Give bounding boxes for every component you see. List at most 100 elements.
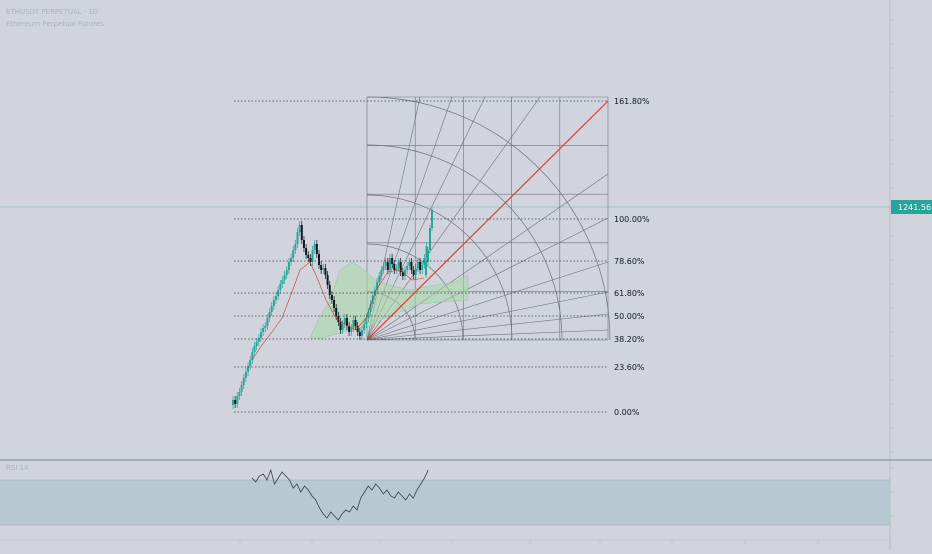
candle-body xyxy=(339,322,342,330)
candle-body xyxy=(380,270,383,276)
candle-body xyxy=(421,265,424,270)
candlestick-series[interactable] xyxy=(232,207,433,409)
fan-arc xyxy=(366,96,611,341)
candle-body xyxy=(313,244,316,250)
candle-body xyxy=(345,318,348,326)
candle-body xyxy=(266,318,269,326)
candle-body xyxy=(240,385,243,392)
last-price-label: 1241.56 xyxy=(898,203,931,212)
candle-body xyxy=(354,320,357,326)
fib-level-label: 0.00% xyxy=(614,408,640,417)
candle-body xyxy=(416,262,419,268)
candle-body xyxy=(249,360,252,366)
candle-body xyxy=(328,285,331,295)
candle-body xyxy=(429,228,431,250)
fib-level-label: 23.60% xyxy=(614,363,645,372)
candle-body xyxy=(348,326,351,332)
candle-body xyxy=(406,266,409,270)
candle-body xyxy=(365,318,368,324)
last-price-badge xyxy=(891,200,932,214)
rsi-band xyxy=(0,480,890,525)
candle-body xyxy=(414,268,417,275)
candle-body xyxy=(236,396,239,404)
candle-body xyxy=(305,248,308,255)
candle-body xyxy=(283,275,286,280)
candle-body xyxy=(242,378,245,385)
candle-body xyxy=(318,254,320,265)
candle-body xyxy=(431,210,433,228)
trend-line[interactable] xyxy=(366,100,609,341)
fan-ray xyxy=(366,329,609,341)
candle-body xyxy=(232,400,234,405)
candle-body xyxy=(399,262,402,272)
candle-body xyxy=(264,326,267,328)
fib-retracement-levels[interactable]: 161.80% 100.00% 78.60% 61.80% 50.00% 38.20% 23… xyxy=(234,97,650,417)
candle-body xyxy=(395,268,398,270)
candle-body xyxy=(382,266,385,270)
candle-body xyxy=(272,300,275,306)
candle-body xyxy=(262,328,265,332)
fan-ray xyxy=(366,261,609,341)
candle-body xyxy=(423,258,426,265)
candle-body xyxy=(322,268,325,270)
candle-body xyxy=(358,332,361,336)
candle-body xyxy=(337,316,340,322)
candle-body xyxy=(287,262,290,270)
candle-body xyxy=(371,296,374,304)
time-axis[interactable] xyxy=(0,539,890,544)
candle-body xyxy=(350,328,353,332)
fib-level-label: 100.00% xyxy=(614,215,650,224)
fan-ray xyxy=(366,313,609,341)
candle-body xyxy=(296,232,299,244)
candle-body xyxy=(404,270,406,276)
fib-level-label: 50.00% xyxy=(614,312,645,321)
candle-body xyxy=(384,262,387,266)
conversion-line xyxy=(251,261,425,361)
candle-body xyxy=(330,295,333,300)
candle-body xyxy=(279,284,282,290)
price-scale[interactable] xyxy=(890,19,894,517)
candle-body xyxy=(268,312,271,318)
candle-body xyxy=(315,244,318,254)
candle-body xyxy=(309,258,312,262)
fib-level-label: 161.80% xyxy=(614,97,650,106)
fan-arc xyxy=(366,194,513,341)
candle-body xyxy=(257,338,260,342)
candle-body xyxy=(386,262,389,270)
candle-body xyxy=(412,270,415,275)
fib-level-label: 38.20% xyxy=(614,335,645,344)
candle-body xyxy=(363,324,366,330)
candle-body xyxy=(356,326,359,332)
candle-body xyxy=(335,308,338,316)
candle-body xyxy=(410,262,413,270)
candle-body xyxy=(427,250,429,262)
candle-body xyxy=(343,318,346,324)
candle-body xyxy=(320,265,323,270)
candle-body xyxy=(285,270,288,275)
candle-body xyxy=(311,250,314,262)
candle-body xyxy=(244,372,247,378)
candle-body xyxy=(290,258,293,262)
candle-body xyxy=(302,240,305,248)
candle-body xyxy=(397,262,400,268)
symbol-legend[interactable]: ETHUSDT PERPETUAL · 1D xyxy=(6,8,98,16)
candle-body xyxy=(326,275,329,285)
candle-body xyxy=(251,352,254,360)
candle-body xyxy=(352,320,355,328)
candle-body xyxy=(388,258,391,270)
fan-arc xyxy=(366,144,563,341)
candle-body xyxy=(259,332,262,338)
candle-body xyxy=(361,330,363,336)
rsi-line xyxy=(251,468,429,521)
candle-body xyxy=(292,250,295,258)
candle-body xyxy=(294,244,297,250)
candle-body xyxy=(275,296,277,300)
ichimoku-cloud xyxy=(309,261,469,339)
candle-body xyxy=(367,312,370,318)
fan-ray xyxy=(366,173,609,341)
candle-body xyxy=(333,300,336,308)
candle-body xyxy=(425,262,427,275)
rsi-legend[interactable]: RSI 14 xyxy=(6,464,29,472)
